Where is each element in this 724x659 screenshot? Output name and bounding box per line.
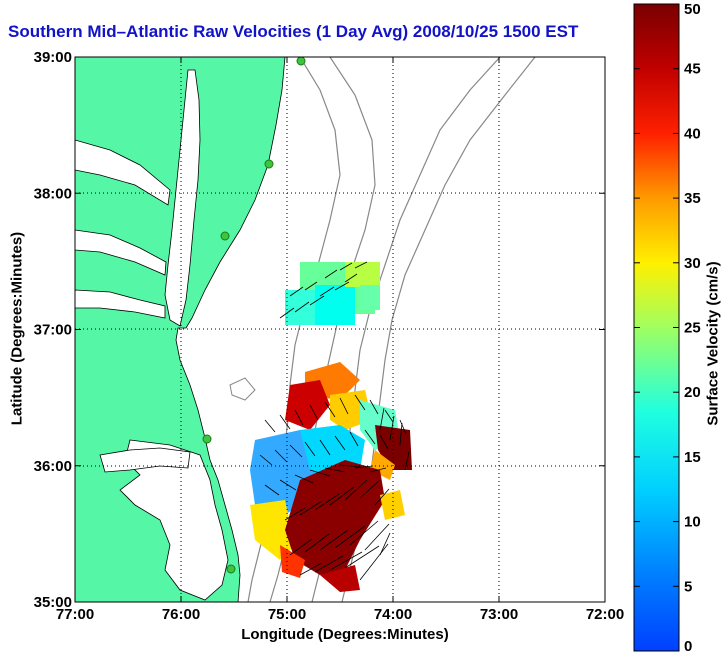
colorbar-tick-label: 5 (684, 578, 692, 595)
colorbar-tick-label: 50 (684, 1, 701, 18)
x-axis-label: Longitude (Degrees:Minutes) (241, 626, 449, 643)
colorbar (633, 3, 680, 652)
bay-tributary (75, 229, 167, 276)
colorbar-tick-label: 15 (684, 449, 701, 466)
colorbar-tick-label: 30 (684, 255, 701, 272)
map-title: Southern Mid–Atlantic Raw Velocities (1 … (8, 22, 579, 41)
velocity-field-north (285, 262, 380, 325)
y-tick-label: 39:00 (34, 49, 72, 66)
y-tick-label: 37:00 (34, 322, 72, 339)
x-tick-label: 73:00 (480, 606, 518, 623)
y-tick-label: 36:00 (34, 458, 72, 475)
velocity-arrows (259, 261, 410, 581)
grid-lines (75, 57, 605, 602)
y-axis-ticks: 35:00 36:00 37:00 38:00 39:00 (34, 49, 605, 611)
colorbar-tick-label: 45 (684, 61, 701, 78)
x-tick-label: 77:00 (56, 606, 94, 623)
x-tick-label: 76:00 (162, 606, 200, 623)
colorbar-tick-label: 10 (684, 514, 701, 531)
bay-tributary (75, 139, 171, 206)
station-markers (202, 57, 306, 574)
chesapeake-bay (164, 69, 201, 327)
x-axis-ticks: 77:00 76:00 75:00 74:00 73:00 72:00 (56, 57, 624, 623)
colorbar-tick-label: 0 (684, 638, 692, 655)
colorbar-ticks: 0 5 10 15 20 25 30 35 40 45 50 (634, 1, 701, 655)
colorbar-tick-label: 20 (684, 384, 701, 401)
colorbar-tick-label: 40 (684, 125, 701, 142)
y-tick-label: 35:00 (34, 594, 72, 611)
colorbar-tick-label: 35 (684, 190, 701, 207)
x-tick-label: 72:00 (586, 606, 624, 623)
x-tick-label: 75:00 (268, 606, 306, 623)
pamlico-sound (119, 439, 229, 601)
colorbar-tick-label: 25 (684, 320, 701, 337)
y-tick-label: 38:00 (34, 185, 72, 202)
x-tick-label: 74:00 (374, 606, 412, 623)
depth-contour (229, 377, 256, 401)
bay-tributary (75, 289, 166, 319)
